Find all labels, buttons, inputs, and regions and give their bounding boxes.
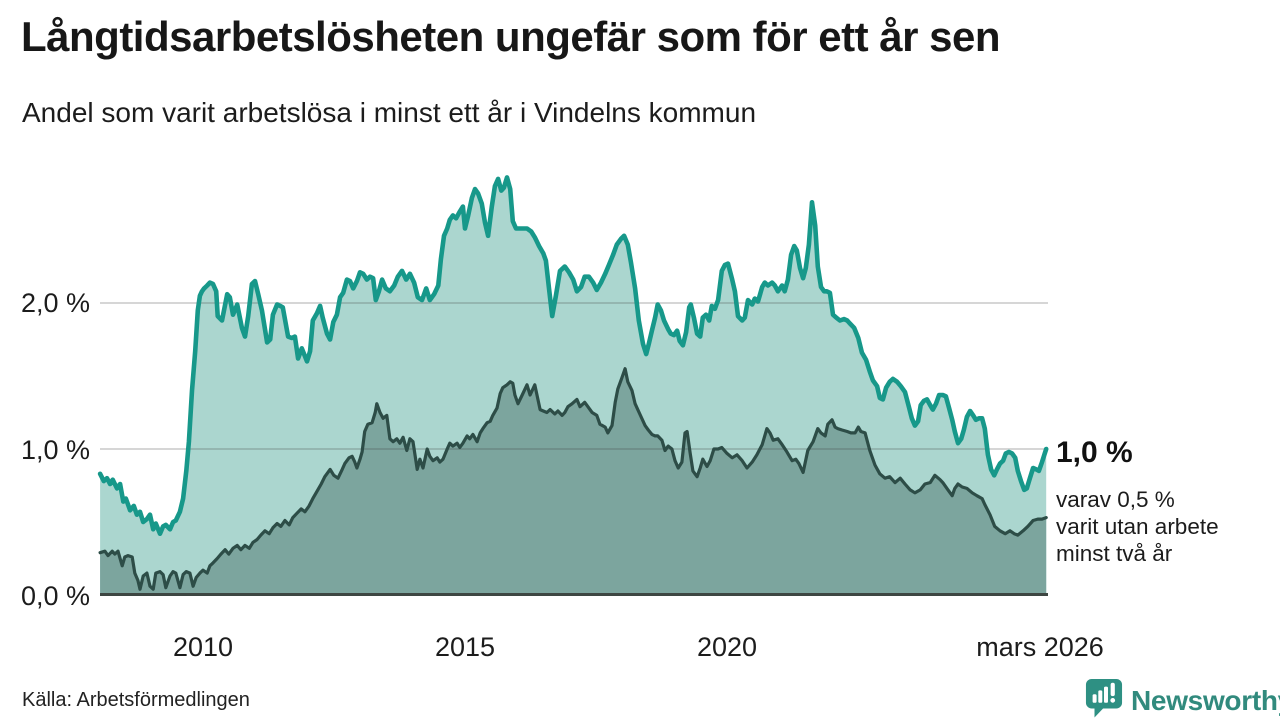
source-credit: Källa: Arbetsförmedlingen xyxy=(22,689,250,711)
y-tick-0pct: 0,0 % xyxy=(20,581,90,611)
latest-value-note: varav 0,5 % varit utan arbete minst två … xyxy=(1056,486,1276,567)
note-line-2: varit utan arbete xyxy=(1056,514,1219,539)
newsworthy-logo-text: Newsworthy xyxy=(1131,684,1280,716)
line-min-one-year xyxy=(97,175,1049,536)
y-tick-1pct: 1,0 % xyxy=(20,435,90,465)
newsworthy-speech-bubble-bar-chart-icon xyxy=(1085,678,1123,720)
page-subtitle: Andel som varit arbetslösa i minst ett å… xyxy=(22,97,757,128)
latest-value-label: 1,0 % xyxy=(1056,436,1133,469)
x-tick-2020: 2020 xyxy=(696,632,758,662)
newsworthy-logo: Newsworthy xyxy=(1085,678,1280,720)
line-min-two-years xyxy=(98,367,1048,591)
x-tick-2010: 2010 xyxy=(172,632,234,662)
y-tick-2pct: 2,0 % xyxy=(20,288,90,318)
area-fill-min-two-years xyxy=(100,368,1047,595)
note-line-1: varav 0,5 % xyxy=(1056,487,1175,512)
note-line-3: minst två år xyxy=(1056,541,1173,566)
x-tick-mars-2026: mars 2026 xyxy=(976,632,1104,662)
x-tick-2015: 2015 xyxy=(434,632,496,662)
page-title: Långtidsarbetslösheten ungefär som för e… xyxy=(21,13,1001,60)
